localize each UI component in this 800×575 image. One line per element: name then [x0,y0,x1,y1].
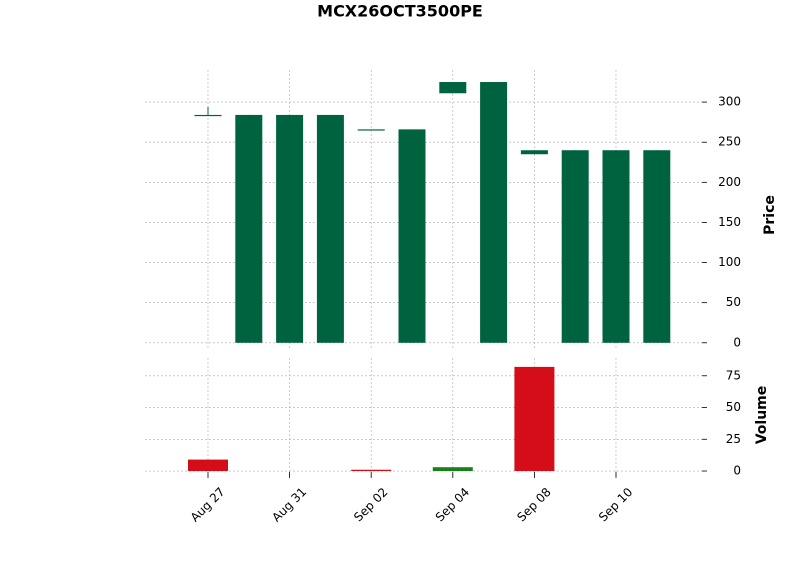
y-tick-label: 0 [733,335,741,349]
y-tick-label: 150 [718,215,741,229]
y-tick-label: 0 [733,464,741,478]
y-tick-label: 300 [718,95,741,109]
volume-bar [351,469,392,472]
candle-body [480,82,508,343]
volume-axis-label: Volume [754,386,770,445]
y-tick-label: 250 [718,135,741,149]
candle-body [316,114,344,343]
x-tick-label: Aug 31 [269,485,309,525]
candle-body [235,114,263,343]
y-tick-label: 25 [726,432,741,446]
candle-body [398,129,426,343]
x-tick-label: Sep 02 [351,485,390,524]
candle-body [276,114,304,343]
candle-body [357,129,385,131]
volume-bar [432,467,473,472]
x-tick-label: Sep 04 [433,485,472,524]
candle-body [561,150,589,343]
x-tick-label: Sep 10 [596,485,635,524]
y-axis-label: Price [762,195,778,235]
y-tick-label: 50 [726,400,741,414]
candle-body [439,82,467,94]
candle-body [643,150,671,343]
y-tick-label: 50 [726,295,741,309]
candle-body [602,150,630,343]
x-tick-label: Sep 08 [514,485,553,524]
volume-bar [514,366,555,472]
candle-body [520,150,548,155]
candle-body [194,114,222,117]
y-tick-label: 200 [718,175,741,189]
x-tick-label: Aug 27 [188,485,228,525]
y-tick-label: 100 [718,255,741,269]
y-tick-label: 75 [726,368,741,382]
volume-bar [188,459,228,472]
chart-title: MCX26OCT3500PE [317,2,483,21]
